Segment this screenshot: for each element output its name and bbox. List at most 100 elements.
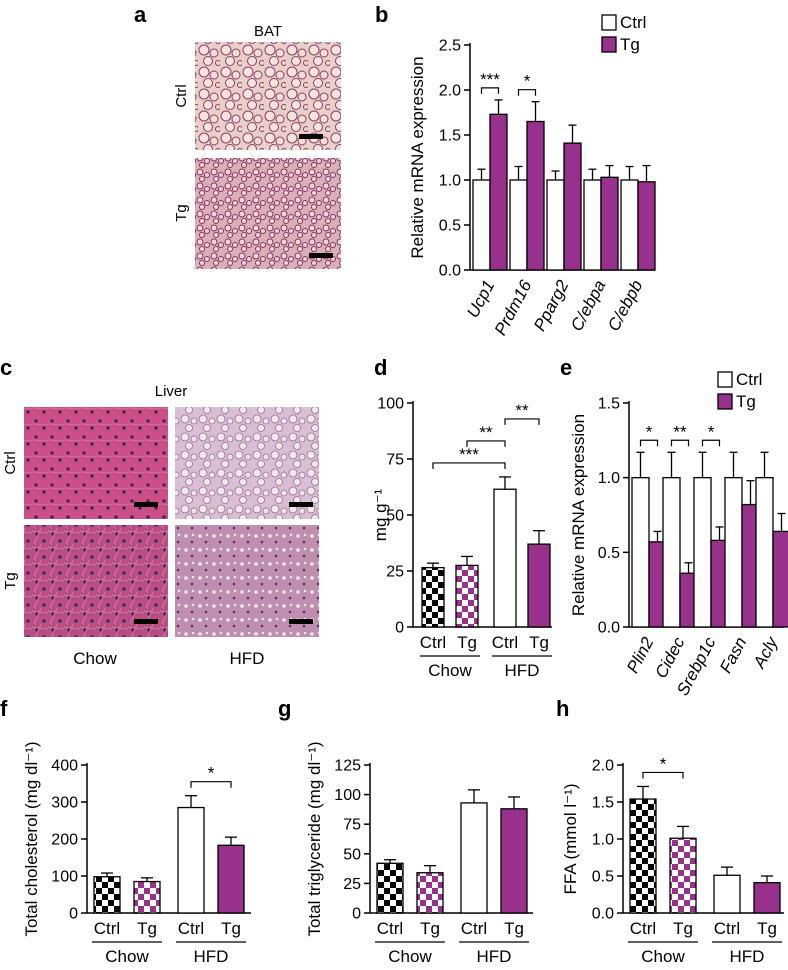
liver-row-ctrl: Ctrl [2, 451, 19, 474]
significance-bracket [642, 771, 684, 779]
group-label: HFD [730, 947, 765, 966]
y-tick-label: 50 [386, 508, 404, 525]
y-axis-label: FFA (mmol l⁻¹) [561, 784, 580, 895]
group-label: Chow [641, 947, 685, 966]
bar-chow-ctrl [376, 862, 404, 914]
y-tick-label: 25 [343, 876, 361, 893]
panel-label-a: a [134, 2, 147, 27]
bar-ctrl [583, 179, 602, 271]
bar-chow-tg [133, 880, 161, 914]
bar-ctrl [662, 477, 681, 628]
significance-bracket [466, 440, 506, 447]
bar-label: Ctrl [377, 919, 403, 938]
category-label: Fasn [716, 634, 751, 676]
bar-tg [772, 530, 788, 628]
significance-stars: ** [673, 422, 687, 441]
group-label: Chow [388, 947, 432, 966]
significance-stars: * [208, 764, 215, 783]
bar-label: Tg [673, 919, 693, 938]
significance-stars: * [524, 72, 531, 91]
bar-ctrl [472, 179, 491, 271]
significance-bracket [701, 439, 721, 447]
significance-stars: *** [459, 445, 479, 464]
group-label: HFD [477, 947, 512, 966]
y-tick-label: 0.5 [439, 218, 461, 235]
y-tick-label: 0.0 [439, 263, 461, 280]
bar-tg [526, 120, 545, 271]
y-tick-label: 0 [352, 906, 361, 923]
significance-bracket [517, 89, 537, 96]
y-axis-label: mg g⁻¹ [371, 488, 390, 541]
significance-bracket [190, 781, 232, 788]
significance-stars: * [708, 422, 715, 441]
y-tick-label: 2.5 [439, 38, 461, 55]
significance-stars: *** [480, 70, 500, 89]
y-tick-label: 100 [51, 869, 78, 886]
bar-tg [489, 113, 508, 271]
bar-label: Tg [137, 919, 157, 938]
bar-label: Ctrl [630, 919, 656, 938]
group-label: HFD [194, 947, 229, 966]
legend-label: Ctrl [620, 13, 646, 32]
bar-ctrl [546, 179, 565, 271]
significance-bracket [480, 87, 500, 94]
significance-bracket [639, 439, 659, 447]
y-tick-label: 125 [334, 758, 361, 775]
bar-tg [563, 142, 582, 271]
bar-ctrl [693, 477, 712, 628]
category-label: Ucp1 [463, 277, 498, 321]
group-label: Chow [428, 661, 472, 680]
scale-bar [134, 619, 158, 624]
bar-ctrl [755, 477, 774, 628]
bar-hfd-tg [753, 882, 781, 914]
bat-row-ctrl: Ctrl [173, 84, 190, 107]
y-tick-label: 1.5 [439, 128, 461, 145]
liver-ctrl-hfd-micrograph [175, 407, 319, 519]
y-tick-label: 0.0 [592, 906, 614, 923]
panel-label-d: d [374, 355, 387, 380]
bar-ctrl [620, 179, 639, 271]
y-axis-label: Total cholesterol (mg dl⁻¹) [22, 741, 41, 936]
bar-label: Tg [457, 633, 477, 652]
bat-ctrl-micrograph [195, 42, 341, 150]
liver-col-hfd: HFD [230, 649, 265, 668]
bar-label: Ctrl [461, 919, 487, 938]
bar-chow-ctrl [93, 876, 121, 914]
y-tick-label: 0 [69, 906, 78, 923]
legend-label: Tg [736, 392, 756, 411]
liver-tg-hfd-micrograph [175, 525, 319, 637]
bar-ctrl [631, 477, 650, 628]
y-tick-label: 75 [386, 452, 404, 469]
y-tick-label: 100 [334, 787, 361, 804]
panel-label-b: b [375, 2, 388, 27]
y-tick-label: 1.0 [598, 470, 620, 487]
bar-label: Tg [221, 919, 241, 938]
y-tick-label: 1.5 [592, 795, 614, 812]
liver-title: Liver [155, 383, 188, 400]
y-tick-label: 400 [51, 758, 78, 775]
bar-label: Tg [529, 633, 549, 652]
legend-label: Tg [620, 35, 640, 54]
bat-title: BAT [254, 23, 282, 40]
y-tick-label: 300 [51, 795, 78, 812]
significance-bracket [432, 462, 506, 469]
bar-hfd-ctrl [460, 802, 488, 914]
y-tick-label: 25 [386, 564, 404, 581]
panel-label-g: g [278, 696, 291, 721]
y-tick-label: 0 [395, 620, 404, 637]
y-tick-label: 2.0 [592, 758, 614, 775]
category-label: C/ebpb [604, 277, 647, 334]
bar-chow-tg [669, 837, 697, 914]
liver-col-chow: Chow [73, 649, 117, 668]
significance-bracket [670, 439, 690, 447]
bar-chow-ctrl [421, 566, 445, 628]
bar-label: Ctrl [178, 919, 204, 938]
y-tick-label: 1.0 [592, 832, 614, 849]
bar-label: Ctrl [714, 919, 740, 938]
bar-tg [600, 176, 619, 271]
bar-ctrl [724, 477, 743, 628]
category-label: Acly [749, 633, 782, 672]
liver-tg-chow-micrograph [24, 525, 168, 637]
significance-stars: * [646, 422, 653, 441]
